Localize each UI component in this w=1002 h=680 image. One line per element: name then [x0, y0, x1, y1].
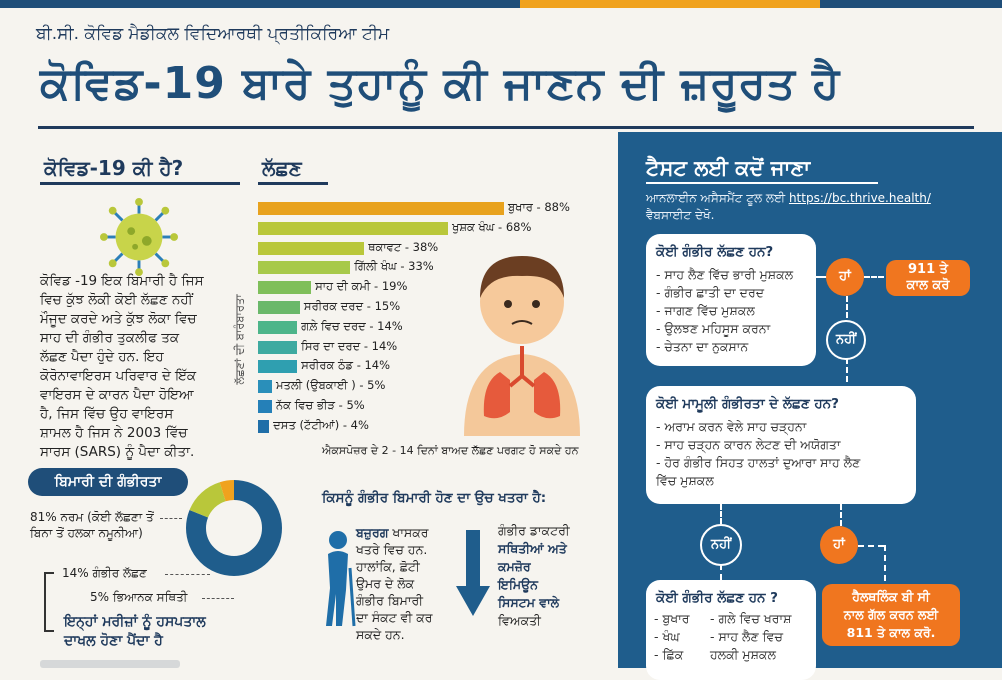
- symptom-bar: [258, 241, 365, 255]
- symptom-bar: [258, 261, 351, 275]
- mild-leader: [160, 518, 182, 519]
- testing-heading: ਟੈਸਟ ਲਈ ਕਦੋਂ ਜਾਣਾ: [646, 156, 811, 180]
- virus-icon: [100, 198, 178, 276]
- healthlink-box: ਹੈਲਥਲਿੰਕ ਬੀ ਸੀ ਨਾਲ ਗੱਲ ਕਰਨ ਲਈ 811 ਤੇ ਕਾਲ ਕ…: [822, 584, 960, 646]
- symptom-bar: [258, 340, 298, 354]
- yes-circle-1: ਹਾਂ: [826, 258, 864, 296]
- cut-off-heading: [40, 660, 180, 668]
- testing-underline: [646, 182, 878, 184]
- symptom-onset-note: ਐਕਸਪੋਜ਼ਰ ਦੇ 2 - 14 ਦਿਨਾਂ ਬਾਅਦ ਲੱਛਣ ਪਰਗਟ …: [322, 444, 579, 457]
- symptom-bar: [258, 202, 504, 215]
- symptom-bar: [258, 360, 298, 374]
- top-stripe-orange: [520, 0, 820, 8]
- symptom-bar: [258, 400, 272, 413]
- severity-slice: [186, 480, 282, 576]
- hospital-note-line1: ਇਨ੍ਹਾਂ ਮਰੀਜ਼ਾਂ ਨੂੰ ਹਸਪਤਾਲ: [64, 614, 206, 630]
- top-stripe-blue: [0, 0, 520, 8]
- what-is-underline: [40, 182, 240, 185]
- symptom-bar: [258, 419, 270, 433]
- symptom-bar: [258, 320, 298, 334]
- connector: [846, 296, 848, 318]
- symptom-bar-label: ਦਸਤ (ਟੱਟੀਆਂ) - 4%: [273, 417, 369, 432]
- connector: [846, 358, 848, 382]
- critical-leader: [202, 598, 234, 599]
- page-title: ਕੋਵਿਡ-19 ਬਾਰੇ ਤੁਹਾਨੂੰ ਕੀ ਜਾਣਨ ਦੀ ਜ਼ਰੂਰਤ …: [40, 58, 841, 109]
- symptom-bar-label: ਸਾਹ ਦੀ ਕਮੀ - 19%: [315, 279, 408, 294]
- symptom-bar-label: ਥਕਾਵਟ - 38%: [368, 239, 439, 254]
- severity-badge: ਬਿਮਾਰੀ ਦੀ ਗੰਭੀਰਤਾ: [28, 468, 188, 496]
- person-lungs-illustration: [464, 256, 580, 436]
- connector: [816, 276, 828, 278]
- no-circle-1: ਨਹੀਂ: [826, 320, 866, 360]
- severe-symptoms-card: ਕੋਈ ਗੰਭੀਰ ਲੱਛਣ ਹਨ? - ਸਾਹ ਲੈਣ ਵਿੱਚ ਭਾਰੀ ਮ…: [646, 234, 816, 366]
- severity-bracket: [44, 572, 54, 632]
- critical-label: 5% ਭਿਆਨਕ ਸਥਿਤੀ: [90, 590, 188, 604]
- mild-symptoms-card: ਕੋਈ ਗੰਭੀਰ ਲੱਛਣ ਹਨ ? - ਬੁਖਾਰ - ਖੰਘ - ਛਿੱਕ -…: [646, 580, 816, 680]
- title-divider: [38, 126, 974, 129]
- symptom-bar-label: ਗਿੱਲੀ ਖੰਘ - 33%: [354, 259, 434, 274]
- connector: [864, 276, 884, 278]
- symptom-bar: [258, 380, 272, 394]
- symptoms-underline: [258, 182, 328, 185]
- severity-donut-chart: [186, 480, 282, 576]
- moderate-symptoms-card: ਕੋਈ ਮਾਮੂਲੀ ਗੰਭੀਰਤਾ ਦੇ ਲੱਛਣ ਹਨ? - ਅਰਾਮ ਕਰ…: [646, 386, 916, 504]
- connector: [720, 504, 722, 524]
- elderly-risk-text: ਬਜ਼ੁਰਗ ਖਾਸਕਰ ਖਤਰੇ ਵਿਚ ਹਨ. ਹਾਲਾਂਕਿ, ਛੋਟੀ ਉਮ…: [356, 525, 433, 642]
- symptom-bar-label: ਖੁਸ਼ਕ ਖੰਘ - 68%: [452, 219, 532, 234]
- symptom-frequency-label: ਲੱਛਣਾਂ ਦੀ ਬਾਰੰਬਾਰਤਾ: [232, 294, 247, 385]
- connector: [858, 545, 884, 547]
- severe-leader: [165, 574, 210, 575]
- elderly-person-icon: [326, 531, 356, 627]
- symptom-bar-label: ਸਰੀਰਕ ਦਰਦ - 15%: [303, 299, 401, 313]
- yes-circle-2: ਹਾਂ: [820, 526, 858, 564]
- connector: [720, 564, 722, 580]
- assessment-tool-link[interactable]: https://bc.thrive.health/: [788, 191, 931, 205]
- medical-risk-text: ਗੰਭੀਰ ਡਾਕਟਰੀ ਸਥਿਤੀਆਂ ਅਤੇ ਕਮਜ਼ੋਰ ਇਮਿਊਨ ਸਿ…: [498, 523, 570, 628]
- hospital-note-line2: ਦਾਖਲ ਹੋਣਾ ਪੈਂਦਾ ਹੈ: [64, 633, 163, 649]
- risk-heading: ਕਿਸਨੂੰ ਗੰਭੀਰ ਬਿਮਾਰੀ ਹੋਣ ਦਾ ਉਚ ਖਤਰਾ ਹੈ:: [322, 490, 547, 506]
- what-is-text: ਕੋਵਿਡ -19 ਇਕ ਬਿਮਾਰੀ ਹੈ ਜਿਸ ਵਿਚ ਕੁੱਝ ਲੋਕੀ …: [40, 273, 204, 460]
- call-911-box: 911 ਤੇ ਕਾਲ ਕਰੋ: [886, 260, 970, 296]
- symptom-bar-label: ਸਿਰ ਦਾ ਦਰਦ - 14%: [301, 338, 398, 353]
- symptom-bar-label: ਸਰੀਰਕ ਠੰਡ - 14%: [301, 358, 391, 373]
- mild-label-line2: ਬਿਨਾ ਤੋਂ ਹਲਕਾ ਨਮੂਨੀਆ): [30, 526, 143, 540]
- symptom-bar: [258, 221, 449, 235]
- severe-label: 14% ਗੰਭੀਰ ਲੱਛਣ: [62, 566, 147, 580]
- mild-label-line1: 81% ਨਰਮ (ਕੋਈ ਲੱਛਣਾ ਤੋਂ: [30, 510, 154, 524]
- down-arrow-icon: [456, 530, 490, 616]
- connector: [884, 545, 886, 581]
- top-stripe-blue-right: [820, 0, 1002, 8]
- testing-subtitle: ਆਨਲਾਈਨ ਅਸੈਸਮੈਂਟ ਟੂਲ ਲਈ https://bc.thrive…: [646, 191, 931, 222]
- symptom-bar-label: ਨੱਕ ਵਿਚ ਭੀੜ - 5%: [275, 398, 365, 412]
- symptom-bar-label: ਗਲ਼ੇ ਵਿਚ ਦਰਦ - 14%: [301, 318, 403, 333]
- symptom-bar: [258, 281, 312, 295]
- what-is-heading: ਕੋਵਿਡ-19 ਕੀ ਹੈ?: [44, 156, 184, 180]
- symptom-bar: [258, 301, 300, 314]
- symptoms-heading: ਲੱਛਣ: [262, 156, 302, 180]
- symptom-bar-label: ਮਤਲੀ (ਉਬਕਾਈ ) - 5%: [275, 378, 386, 393]
- no-circle-2: ਨਹੀਂ: [700, 524, 742, 566]
- symptom-bar-label: ਬੁਖਾਰ - 88%: [508, 200, 570, 214]
- connector: [840, 504, 842, 526]
- org-name: ਬੀ.ਸੀ. ਕੋਵਿਡ ਮੈਡੀਕਲ ਵਿਦਿਆਰਥੀ ਪ੍ਰਤੀਕਿਰਿਆ …: [36, 24, 390, 44]
